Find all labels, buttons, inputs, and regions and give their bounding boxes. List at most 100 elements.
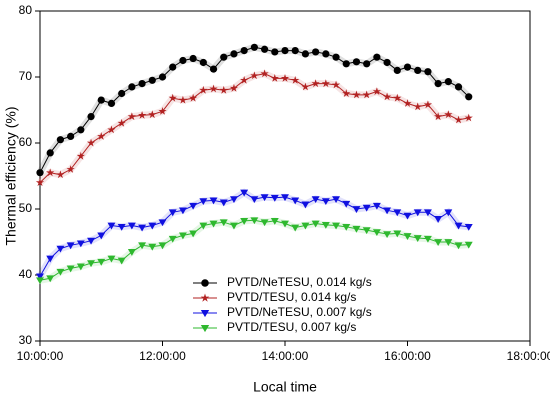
data-point: [138, 224, 147, 232]
data-point: [372, 229, 381, 237]
data-point: [383, 207, 392, 215]
data-point: [250, 71, 259, 80]
data-point: [444, 110, 453, 119]
data-point: [127, 222, 136, 230]
data-point: [189, 54, 197, 63]
data-point: [322, 50, 330, 58]
data-point: [189, 230, 198, 238]
data-point: [199, 222, 208, 230]
data-point: [413, 235, 422, 242]
data-point: [118, 89, 126, 98]
data-point: [230, 50, 238, 58]
data-point: [352, 206, 361, 213]
y-tick-label: 50: [19, 201, 33, 215]
data-point: [403, 212, 412, 220]
data-point: [97, 258, 106, 266]
data-point: [434, 239, 443, 246]
data-point: [393, 93, 402, 102]
data-point: [168, 235, 177, 243]
legend-marker: [201, 279, 209, 287]
data-point: [240, 47, 248, 55]
data-point: [454, 83, 463, 91]
data-point: [260, 219, 269, 227]
data-point: [168, 209, 177, 217]
data-point: [67, 132, 75, 140]
data-point: [342, 60, 350, 68]
data-point: [138, 80, 146, 88]
data-point: [281, 47, 289, 55]
data-point: [311, 196, 320, 204]
x-tick-label: 16:00:00: [384, 349, 431, 363]
data-point: [332, 196, 341, 204]
data-point: [76, 240, 85, 248]
data-point: [372, 202, 381, 210]
data-point: [199, 198, 208, 206]
y-tick-label: 60: [19, 135, 33, 149]
data-point: [352, 58, 361, 66]
data-point: [169, 63, 177, 71]
y-tick-label: 80: [19, 3, 33, 17]
data-point: [179, 56, 187, 65]
data-point: [36, 169, 44, 177]
data-point: [311, 79, 320, 88]
data-point: [434, 80, 442, 88]
x-tick-label: 10:00:00: [17, 349, 64, 363]
data-point: [36, 273, 44, 281]
data-point: [87, 113, 95, 121]
data-point: [342, 89, 351, 97]
data-point: [444, 209, 453, 217]
data-point: [464, 241, 473, 249]
data-point: [393, 230, 402, 238]
data-point: [107, 125, 116, 134]
data-point: [56, 170, 65, 179]
data-point: [454, 242, 463, 250]
data-point: [220, 53, 228, 61]
data-point: [219, 199, 228, 207]
data-point: [301, 222, 310, 230]
data-point: [270, 218, 279, 225]
data-point: [250, 43, 258, 51]
data-point: [260, 69, 269, 78]
legend-label: PVTD/TESU, 0.007 kg/s: [227, 320, 356, 334]
legend-label: PVTD/NeTESU, 0.007 kg/s: [227, 305, 372, 319]
data-point: [107, 222, 116, 230]
data-point: [403, 63, 412, 71]
data-point: [86, 138, 96, 147]
data-point: [434, 112, 443, 121]
data-point: [312, 48, 320, 56]
data-point: [35, 178, 45, 187]
data-point: [454, 115, 463, 124]
data-point: [291, 224, 300, 232]
data-point: [342, 200, 351, 208]
data-point: [148, 243, 157, 251]
y-tick-label: 40: [19, 267, 33, 281]
data-point: [158, 219, 167, 227]
data-point: [271, 48, 279, 56]
data-point: [117, 223, 126, 231]
data-point: [280, 74, 290, 82]
data-point: [464, 113, 473, 122]
data-point: [414, 66, 422, 74]
data-point: [128, 83, 136, 91]
data-point: [56, 268, 65, 276]
data-point: [423, 235, 432, 243]
data-point: [373, 53, 381, 61]
data-point: [209, 65, 218, 73]
series-line: [39, 73, 469, 183]
data-point: [424, 68, 432, 76]
data-point: [138, 242, 147, 250]
data-point: [332, 53, 340, 61]
data-point: [423, 209, 432, 217]
data-point: [454, 222, 463, 230]
data-point: [46, 168, 55, 177]
data-point: [199, 85, 208, 94]
data-point: [250, 217, 259, 225]
x-axis-title: Local time: [253, 379, 317, 395]
data-point: [56, 245, 65, 253]
legend-label: PVTD/NeTESU, 0.014 kg/s: [227, 275, 372, 289]
data-point: [178, 95, 188, 104]
data-point: [168, 93, 177, 102]
data-point: [465, 93, 473, 101]
data-point: [281, 220, 289, 228]
data-point: [444, 78, 452, 86]
